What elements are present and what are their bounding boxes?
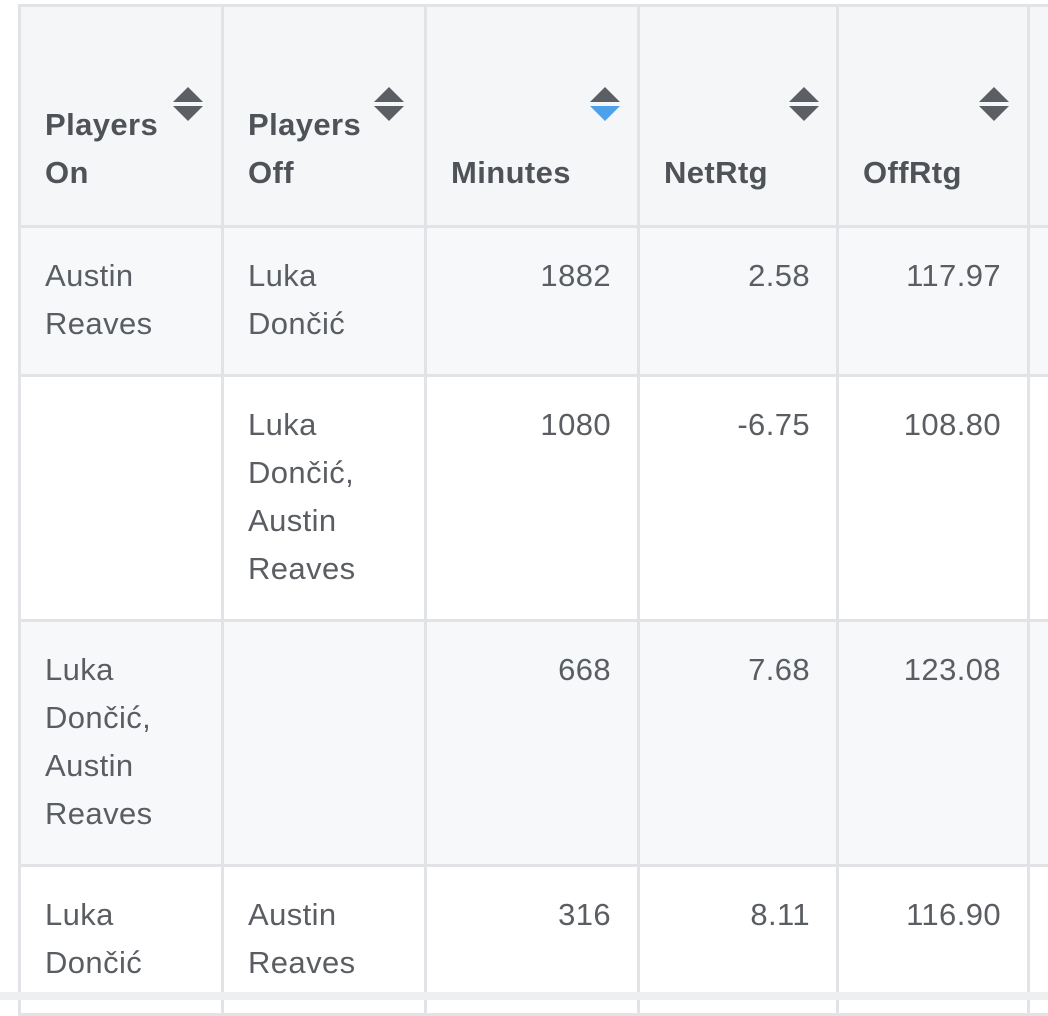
- header-netrtg[interactable]: NetRtg: [639, 6, 838, 227]
- header-label: Players On: [45, 101, 175, 197]
- cell-netrtg: 2.58: [639, 227, 838, 376]
- header-label: Minutes: [451, 149, 571, 197]
- cell-players-off: Luka Dončić, Austin Reaves: [223, 376, 426, 621]
- cell-minutes: 668: [426, 621, 639, 866]
- sort-descending-icon[interactable]: [590, 87, 620, 121]
- sort-updown-icon[interactable]: [374, 87, 404, 121]
- cell-clipped: [1029, 621, 1048, 866]
- header-offrtg[interactable]: OffRtg: [838, 6, 1029, 227]
- cell-offrtg: 108.80: [838, 376, 1029, 621]
- cell-players-on: Austin Reaves: [20, 227, 223, 376]
- header-minutes[interactable]: Minutes: [426, 6, 639, 227]
- lineup-stats-table: Players On Players Off Minutes NetRtg Of…: [18, 4, 1048, 1016]
- cell-netrtg: -6.75: [639, 376, 838, 621]
- header-label: Players Off: [248, 101, 378, 197]
- header-label: OffRtg: [863, 149, 962, 197]
- table-row: Luka Dončić, Austin Reaves 668 7.68 123.…: [20, 621, 1048, 866]
- cell-offrtg: 117.97: [838, 227, 1029, 376]
- cell-minutes: 1882: [426, 227, 639, 376]
- cell-offrtg: 123.08: [838, 621, 1029, 866]
- sort-updown-icon[interactable]: [979, 87, 1009, 121]
- table-row: Luka Dončić, Austin Reaves 1080 -6.75 10…: [20, 376, 1048, 621]
- header-label: NetRtg: [664, 149, 768, 197]
- bottom-divider: [0, 992, 1048, 1000]
- header-players-off[interactable]: Players Off: [223, 6, 426, 227]
- header-players-on[interactable]: Players On: [20, 6, 223, 227]
- sort-updown-icon[interactable]: [173, 87, 203, 121]
- cell-minutes: 1080: [426, 376, 639, 621]
- header-row: Players On Players Off Minutes NetRtg Of…: [20, 6, 1048, 227]
- sort-updown-icon[interactable]: [789, 87, 819, 121]
- header-next-column-clipped: [1029, 6, 1048, 227]
- cell-players-off: [223, 621, 426, 866]
- cell-netrtg: 7.68: [639, 621, 838, 866]
- cell-players-off: Luka Dončić: [223, 227, 426, 376]
- cell-players-on: [20, 376, 223, 621]
- table-row: Austin Reaves Luka Dončić 1882 2.58 117.…: [20, 227, 1048, 376]
- lineup-stats-table-container: Players On Players Off Minutes NetRtg Of…: [18, 4, 1048, 990]
- cell-clipped: [1029, 227, 1048, 376]
- cell-clipped: [1029, 376, 1048, 621]
- cell-players-on: Luka Dončić, Austin Reaves: [20, 621, 223, 866]
